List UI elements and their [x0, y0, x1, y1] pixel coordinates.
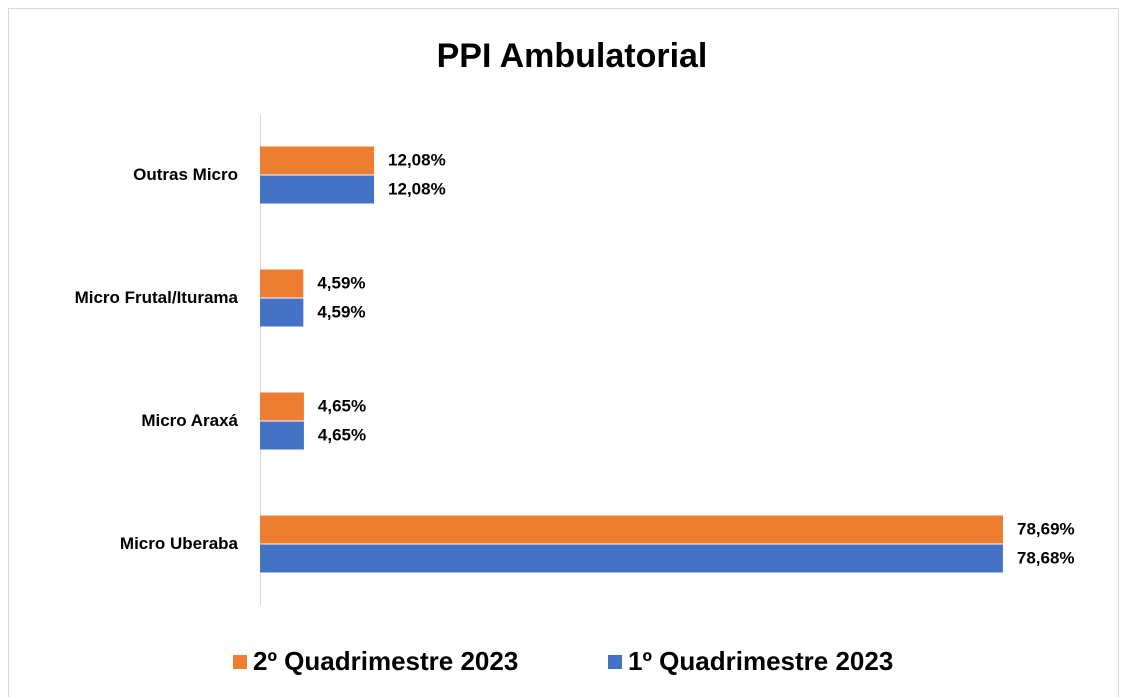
bar [260, 515, 1003, 544]
legend-swatch [608, 655, 622, 669]
bar [260, 544, 1003, 573]
bar [260, 146, 375, 175]
bar [260, 175, 375, 204]
y-tick-label: Micro Araxá [141, 411, 238, 430]
y-tick-label: Micro Uberaba [120, 534, 239, 553]
data-label: 4,59% [317, 302, 365, 321]
data-label: 4,65% [318, 425, 366, 444]
bar [260, 269, 304, 298]
data-label: 4,59% [317, 273, 365, 292]
y-tick-label: Micro Frutal/Iturama [75, 288, 239, 307]
y-tick-label: Outras Micro [133, 165, 238, 184]
legend-swatch [233, 655, 247, 669]
legend-label: 2º Quadrimestre 2023 [253, 646, 518, 676]
bar [260, 421, 304, 450]
data-label: 12,08% [388, 150, 446, 169]
data-label: 78,69% [1017, 519, 1075, 538]
chart-frame [8, 8, 1119, 697]
bar [260, 392, 304, 421]
legend-label: 1º Quadrimestre 2023 [628, 646, 893, 676]
data-label: 78,68% [1017, 548, 1075, 567]
bar [260, 298, 304, 327]
data-label: 12,08% [388, 179, 446, 198]
data-label: 4,65% [318, 396, 366, 415]
chart-title: PPI Ambulatorial [437, 37, 708, 75]
